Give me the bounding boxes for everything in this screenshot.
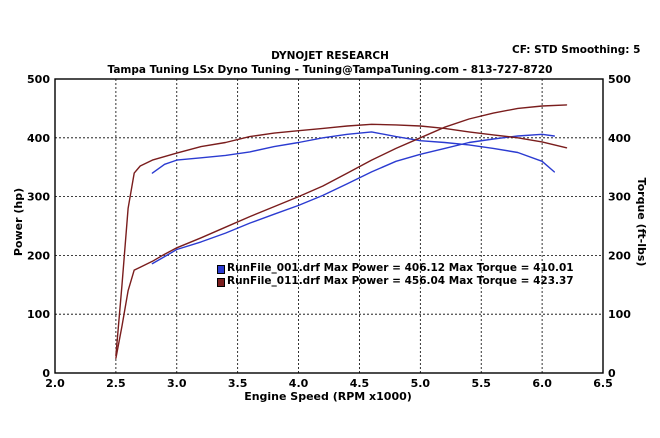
x-tick-label: 2.5	[106, 377, 126, 390]
chart-title: DYNOJET RESEARCH	[271, 50, 389, 62]
x-tick-label: 6.0	[532, 377, 552, 390]
y-tick-label-right: 300	[608, 191, 631, 204]
legend-label-run-001: RunFile_001.drf Max Power = 406.12 Max T…	[227, 262, 574, 274]
x-tick-label: 5.5	[471, 377, 491, 390]
grid-lines	[55, 79, 603, 373]
x-tick-label: 6.5	[593, 377, 613, 390]
legend-swatch-run-011	[217, 278, 225, 287]
series-line-0	[151, 133, 555, 265]
x-axis-label: Engine Speed (RPM x1000)	[244, 390, 412, 403]
series-line-1	[151, 131, 555, 174]
y-tick-label-left: 200	[27, 249, 50, 262]
y-tick-label-left: 400	[27, 132, 50, 145]
y-tick-label-right: 400	[608, 132, 631, 145]
y-tick-label-left: 300	[27, 191, 50, 204]
y-tick-label-right: 100	[608, 308, 631, 321]
series-lines	[115, 104, 568, 359]
y-tick-label-left: 100	[27, 308, 50, 321]
x-tick-label: 3.0	[167, 377, 187, 390]
plot-frame	[54, 78, 604, 374]
correction-settings: CF: STD Smoothing: 5	[512, 44, 641, 56]
chart-subtitle: Tampa Tuning LSx Dyno Tuning - Tuning@Ta…	[107, 64, 553, 76]
y-axis-label-left: Power (hp)	[12, 188, 25, 256]
y-tick-label-right: 500	[608, 73, 631, 86]
series-line-2	[115, 104, 568, 359]
x-tick-label: 3.5	[228, 377, 248, 390]
series-line-3	[115, 123, 568, 357]
y-axis-label-right: Torque (ft-lbs)	[635, 178, 648, 267]
legend-swatch-run-001	[217, 265, 225, 274]
x-tick-label: 2.0	[45, 377, 65, 390]
y-tick-label-left: 500	[27, 73, 50, 86]
y-tick-label-left: 0	[42, 367, 50, 380]
y-tick-label-right: 200	[608, 249, 631, 262]
y-tick-label-right: 0	[608, 367, 616, 380]
legend-label-run-011: RunFile_011.drf Max Power = 456.04 Max T…	[227, 275, 574, 287]
x-tick-label: 4.5	[350, 377, 370, 390]
x-tick-label: 4.0	[289, 377, 309, 390]
x-tick-label: 5.0	[411, 377, 431, 390]
